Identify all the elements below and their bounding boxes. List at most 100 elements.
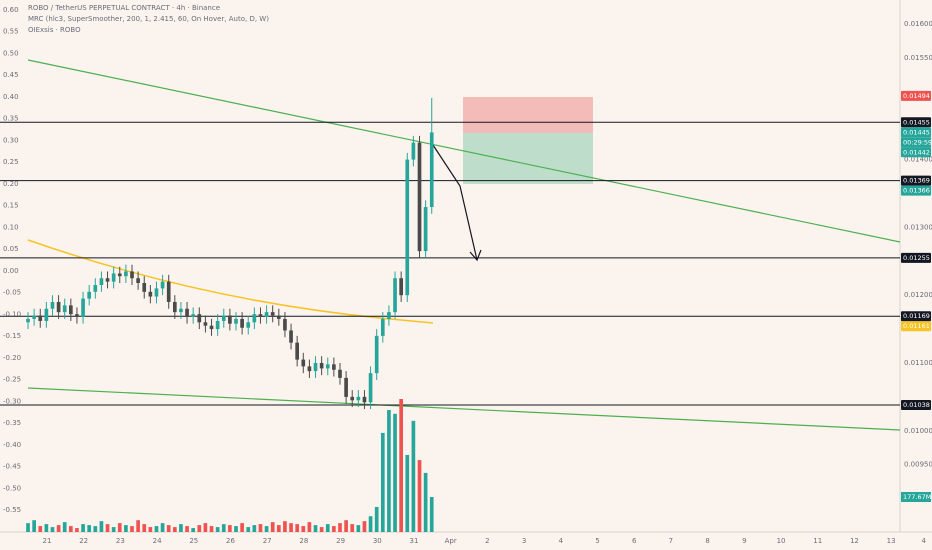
volume-bar — [197, 525, 202, 532]
volume-bar — [99, 521, 104, 532]
candle-body — [350, 396, 355, 401]
x-tick-label: 21 — [43, 537, 52, 545]
candle-body — [301, 359, 306, 367]
volume-bar — [69, 526, 73, 532]
volume-bar — [26, 523, 30, 532]
candle-body — [276, 315, 281, 319]
volume-bar — [62, 522, 67, 532]
candle-body — [289, 330, 293, 343]
volume-bar — [338, 523, 342, 532]
candle-body — [75, 314, 79, 317]
x-tick-label: 28 — [299, 537, 308, 545]
y2-tick-label: 0.25 — [3, 158, 19, 166]
candle-body — [368, 373, 373, 403]
x-tick-label: 4 — [922, 537, 927, 545]
volume-bar — [228, 525, 232, 532]
volume-bar — [87, 525, 92, 532]
volume-bar — [44, 524, 49, 532]
y2-tick-label: 0.30 — [3, 136, 19, 144]
candle-body — [228, 315, 232, 324]
countdown-tag — [901, 137, 931, 148]
y2-tick-label: 0.45 — [3, 71, 19, 79]
volume-bar — [252, 525, 257, 532]
x-tick-label: 23 — [116, 537, 125, 545]
candle-body — [338, 369, 342, 378]
candle-body — [325, 364, 330, 369]
candle-body — [50, 301, 55, 309]
y-tick-label: 0.01300 — [904, 223, 932, 231]
price-tag — [901, 311, 931, 322]
y-tick-label: 0.01200 — [904, 291, 932, 299]
candle-body — [258, 314, 263, 317]
candle-body — [185, 308, 189, 317]
volume-bar — [160, 523, 165, 532]
x-tick-label: 27 — [263, 537, 272, 545]
candle-body — [130, 271, 134, 279]
x-tick-label: 4 — [559, 537, 564, 545]
price-tag — [901, 117, 931, 128]
x-tick-label: 7 — [669, 537, 673, 545]
candle-body — [209, 325, 214, 330]
y2-tick-label: 0.10 — [3, 223, 19, 231]
price-tag-label: 0.01369 — [903, 177, 930, 185]
candle-body — [234, 318, 238, 324]
x-tick-label: 13 — [887, 537, 896, 545]
y2-tick-label: 0.35 — [3, 115, 19, 123]
volume-bar — [325, 524, 330, 532]
price-tag — [901, 321, 931, 332]
volume-bar — [221, 524, 226, 532]
volume-bar — [154, 526, 159, 532]
x-tick-label: 10 — [777, 537, 786, 545]
volume-bar — [270, 522, 275, 532]
candle-body — [148, 291, 153, 297]
candle-body — [124, 271, 128, 277]
y2-tick-label: -0.45 — [3, 463, 21, 471]
volume-bar — [374, 506, 379, 532]
candle-body — [264, 312, 269, 317]
volume-bar — [75, 528, 79, 532]
volume-bar — [417, 460, 422, 532]
x-tick-label: 8 — [705, 537, 709, 545]
candle-body — [44, 308, 49, 321]
volume-bar — [313, 525, 318, 532]
stop-zone — [463, 97, 593, 133]
candle-body — [417, 142, 422, 252]
candle-body — [319, 362, 324, 369]
volume-bar — [203, 523, 208, 532]
candle-body — [423, 207, 428, 252]
volume-bar — [130, 526, 134, 532]
candle-body — [166, 281, 171, 302]
candle-body — [411, 142, 416, 160]
volume-bar — [368, 516, 373, 532]
volume-bar — [289, 523, 293, 532]
candle-body — [313, 362, 318, 372]
volume-bar — [185, 526, 189, 532]
candle-body — [87, 291, 92, 299]
price-tag — [901, 147, 931, 158]
candle-body — [81, 298, 85, 317]
candle-body — [56, 301, 61, 313]
volume-bar — [166, 525, 171, 532]
price-tag-label: 0.01494 — [903, 92, 930, 100]
candle-body — [252, 314, 257, 323]
y-tick-label: 0.01100 — [904, 359, 932, 367]
volume-bar — [240, 523, 244, 532]
y2-tick-label: -0.40 — [3, 441, 21, 449]
trendline — [27, 59, 901, 243]
volume-bar — [350, 524, 355, 532]
header-line: ROBO / TetherUS PERPETUAL CONTRACT · 4h … — [28, 4, 220, 12]
candle-body — [270, 312, 275, 316]
candle-body — [99, 278, 104, 286]
price-tag-label: 0.01445 — [903, 128, 930, 136]
y-tick-label: 0.01400 — [904, 156, 932, 164]
y2-tick-label: 0.55 — [3, 28, 19, 36]
y2-tick-label: 0.15 — [3, 202, 19, 210]
supersmoother-line — [27, 239, 434, 324]
candle-body — [387, 312, 391, 319]
candle-body — [283, 318, 287, 331]
candle-body — [136, 278, 140, 283]
y2-tick-label: 0.40 — [3, 93, 19, 101]
projection-arrow — [432, 144, 478, 261]
candle-body — [142, 282, 147, 292]
